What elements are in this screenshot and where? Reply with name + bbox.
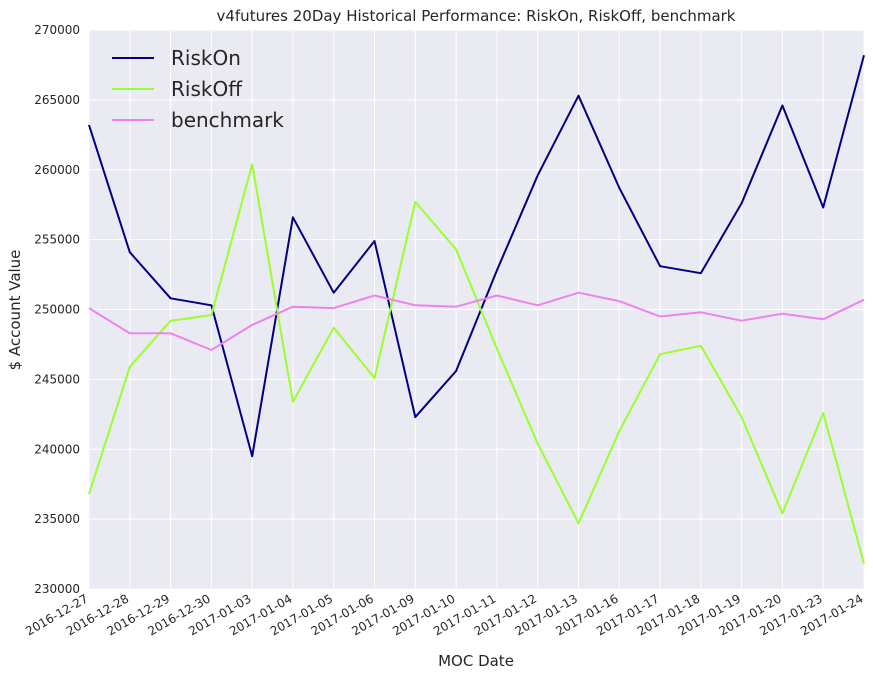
y-axis-label: $ Account Value bbox=[6, 250, 24, 371]
y-tick-label: 230000 bbox=[34, 582, 80, 596]
y-tick-label: 235000 bbox=[34, 512, 80, 526]
series-line-riskon bbox=[88, 54, 865, 458]
y-tick-label: 245000 bbox=[34, 372, 80, 386]
y-tick-label: 250000 bbox=[34, 303, 80, 317]
y-tick-label: 265000 bbox=[34, 93, 80, 107]
chart-title: v4futures 20Day Historical Performance: … bbox=[216, 7, 735, 25]
x-axis-label: MOC Date bbox=[438, 652, 514, 670]
legend-label-riskon: RiskOn bbox=[171, 46, 241, 70]
legend-label-benchmark: benchmark bbox=[171, 108, 284, 132]
series-line-riskoff bbox=[88, 163, 865, 565]
y-tick-label: 240000 bbox=[34, 442, 80, 456]
legend: RiskOn RiskOff benchmark bbox=[112, 46, 284, 132]
y-tick-labels: 230000 235000 240000 245000 250000 255000 2600… bbox=[34, 23, 80, 596]
series-lines bbox=[88, 54, 865, 565]
series-line-benchmark bbox=[88, 291, 865, 351]
x-tick-labels: 2016-12-272016-12-282016-12-292016-12-30… bbox=[23, 591, 865, 638]
y-tick-label: 255000 bbox=[34, 233, 80, 247]
y-tick-label: 270000 bbox=[34, 23, 80, 37]
grid-lines bbox=[88, 29, 865, 590]
legend-label-riskoff: RiskOff bbox=[171, 77, 243, 101]
y-tick-label: 260000 bbox=[34, 163, 80, 177]
